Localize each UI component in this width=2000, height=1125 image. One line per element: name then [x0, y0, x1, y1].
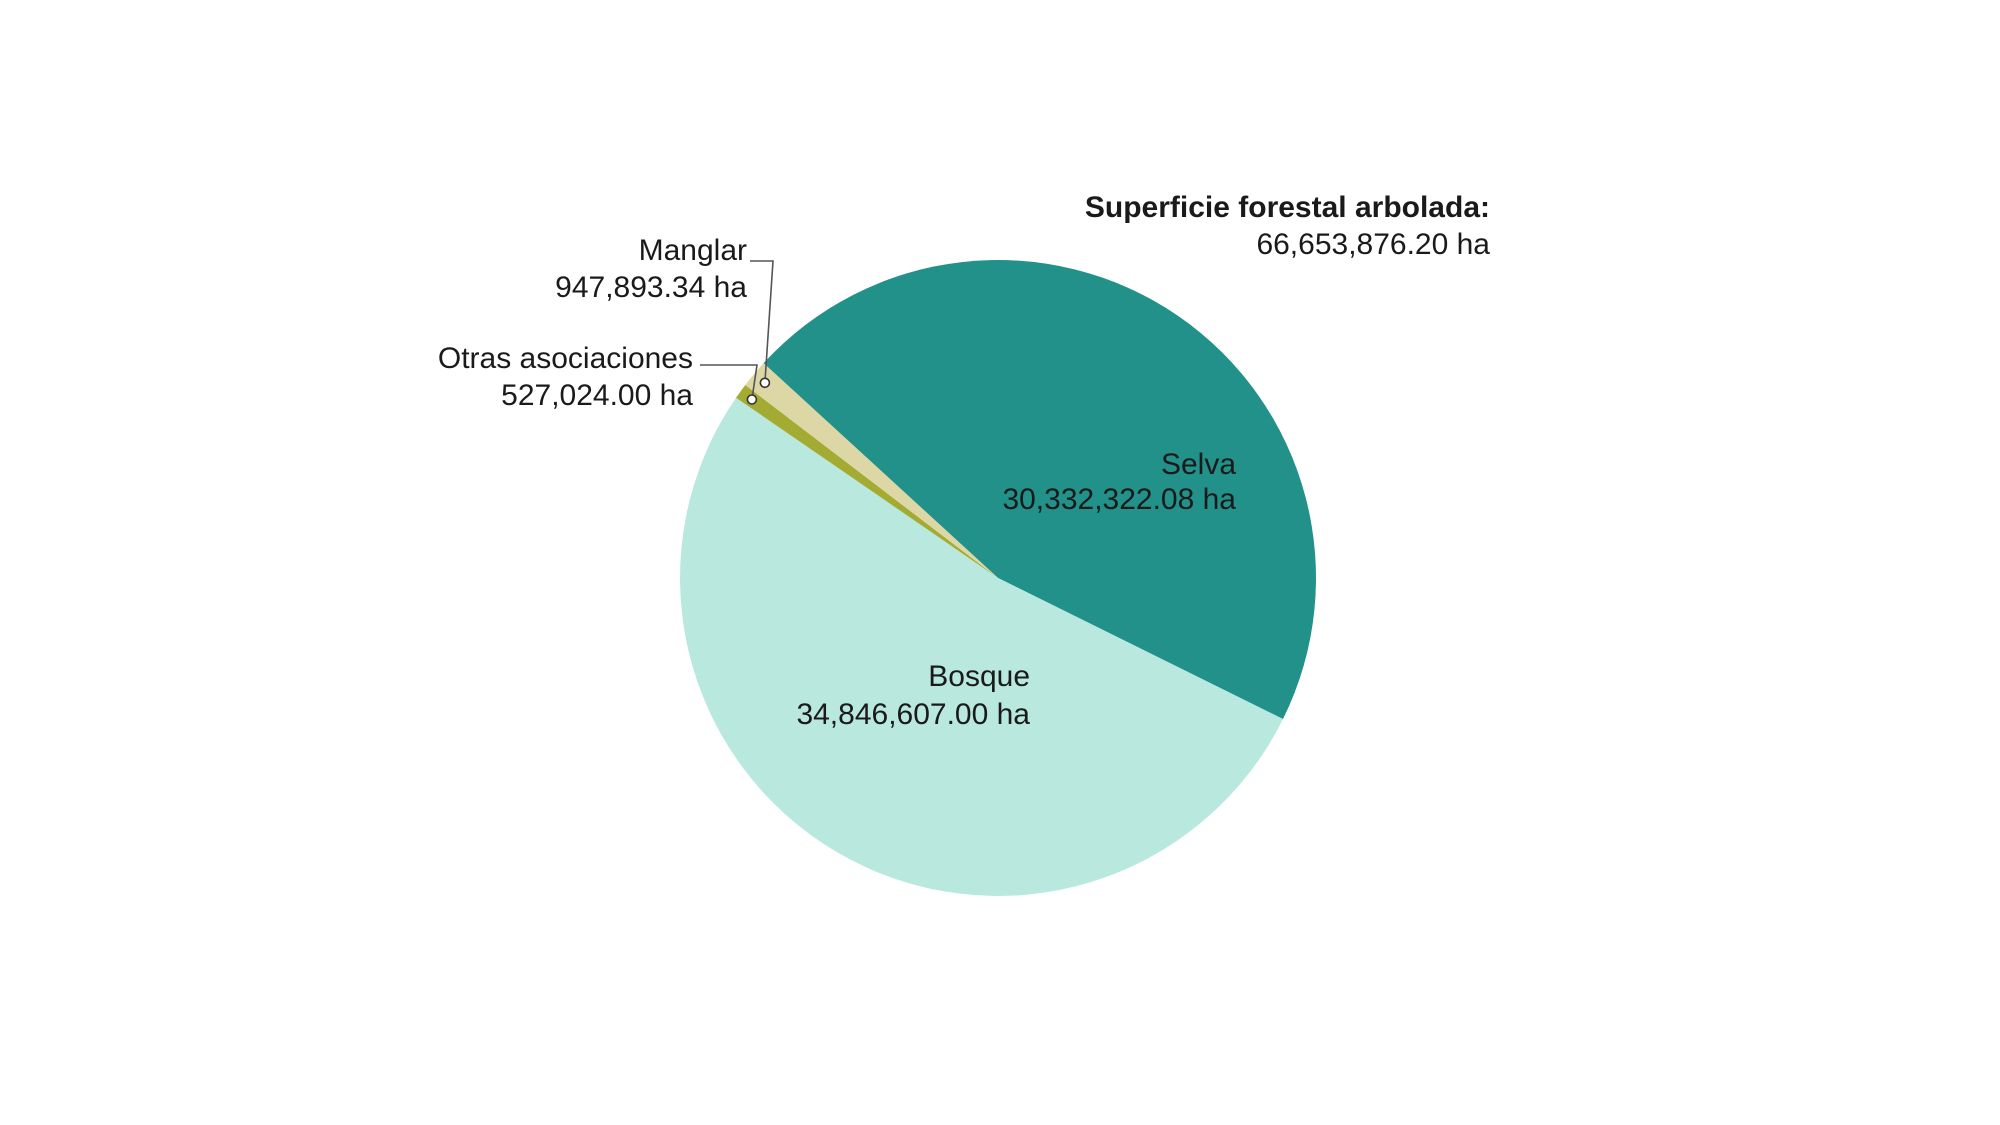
slice-label-bosque-value: 34,846,607.00 ha	[796, 698, 1030, 731]
leader-dot-otras-asociaciones	[746, 394, 758, 405]
slice-label-selva-name: Selva	[1161, 448, 1236, 481]
slice-label-otras-name: Otras asociaciones	[438, 342, 693, 375]
slice-label-selva-value: 30,332,322.08 ha	[1002, 483, 1236, 516]
pie-slice-selva	[763, 259, 1317, 720]
pie-slice-otras-asociaciones	[736, 384, 998, 578]
leader-lines	[700, 260, 774, 405]
pie-slice-manglar	[745, 363, 998, 578]
slice-label-bosque-name: Bosque	[928, 660, 1030, 693]
leader-line-manglar	[750, 260, 774, 383]
pie-slice-bosque	[680, 397, 1284, 896]
leader-line-otras-asociaciones	[700, 364, 758, 400]
slice-label-manglar-name: Manglar	[639, 234, 747, 267]
slice-label-manglar-value: 947,893.34 ha	[555, 271, 747, 304]
chart-subtitle: 66,653,876.20 ha	[1256, 228, 1490, 261]
slice-label-otras-value: 527,024.00 ha	[501, 379, 693, 412]
leader-dot-manglar	[759, 377, 771, 389]
pie-slices	[680, 259, 1317, 896]
chart-title: Superficie forestal arbolada:	[1085, 191, 1490, 224]
